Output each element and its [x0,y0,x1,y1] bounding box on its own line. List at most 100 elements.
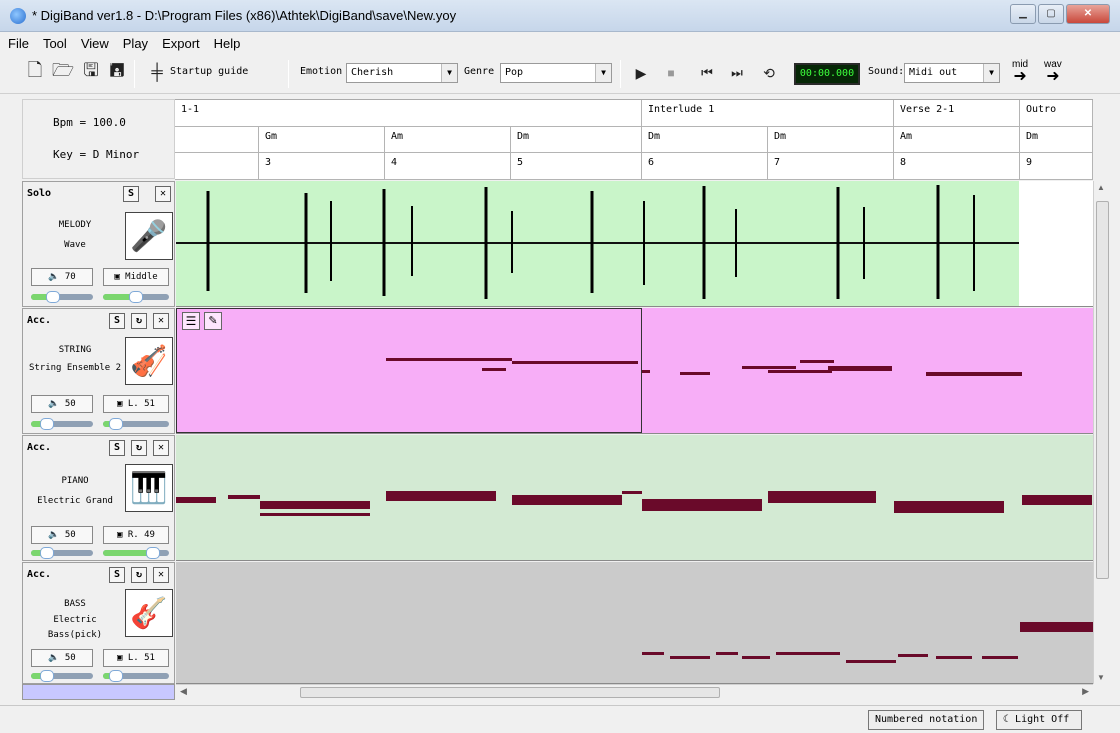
solo-button[interactable]: S [109,440,125,456]
note-bar[interactable] [386,358,512,361]
electric-bass-icon[interactable]: 🎸 [125,589,173,637]
volume-control[interactable]: 🔈 50 [31,395,93,413]
delete-track-button[interactable]: ✕ [153,567,169,583]
horizontal-scrollbar[interactable]: ◀ ▶ [176,684,1093,700]
pan-slider-knob[interactable] [109,418,124,430]
skip-forward-icon[interactable]: ⏭ [731,65,743,80]
light-toggle-button[interactable]: ☾ Light Off [996,710,1082,730]
minimize-button[interactable]: ▁ [1010,4,1036,24]
play-icon[interactable]: ▶ [635,64,647,81]
note-bar[interactable] [828,366,892,371]
note-bar[interactable] [670,656,710,659]
regenerate-icon[interactable]: ↻ [131,567,147,583]
section-cell[interactable]: 1-1 [175,100,642,127]
note-bar[interactable] [742,366,796,369]
export-wav-button[interactable]: wav ➜ [1044,60,1062,85]
next-track-header-partial[interactable] [22,684,175,700]
volume-control[interactable]: 🔈 50 [31,649,93,667]
note-bar[interactable] [894,501,1004,513]
microphone-singer-icon[interactable]: 🎤 [125,212,173,260]
menu-file[interactable]: File [8,35,29,51]
numbered-notation-button[interactable]: Numbered notation [868,710,985,730]
list-icon[interactable]: ☰ [182,312,200,330]
open-folder-icon[interactable]: 🗁 [51,60,75,80]
volume-control[interactable]: 🔈 50 [31,526,93,544]
note-bar[interactable] [776,652,840,655]
volume-slider-knob[interactable] [45,291,60,303]
note-bar[interactable] [1022,495,1092,505]
vertical-scroll-thumb[interactable] [1096,201,1109,579]
vertical-scrollbar[interactable]: ▲ ▼ [1093,181,1111,684]
piano-lane[interactable] [176,435,1093,561]
pan-slider-knob[interactable] [109,670,124,682]
bpm-value[interactable]: Bpm = 100.0 [53,116,126,129]
solo-button[interactable]: S [109,313,125,329]
volume-slider[interactable] [31,670,93,682]
note-bar[interactable] [260,513,370,516]
track-header-string[interactable]: Acc. S ↻ ✕ STRING String Ensemble 2 🎻 🔈 … [22,308,175,434]
note-bar[interactable] [926,372,1022,376]
chord-cell[interactable]: Dm [511,127,642,153]
save-icon[interactable]: 🖫 [83,60,99,80]
note-bar[interactable] [642,370,650,373]
menu-play[interactable]: Play [122,35,149,51]
pan-control[interactable]: ▣ L. 51 [103,395,169,413]
section-cell[interactable]: Interlude 1 [642,100,894,127]
melody-lane[interactable] [176,181,1093,307]
save-as-icon[interactable]: 🖪 [109,60,125,80]
section-cell[interactable]: Verse 2-1 [894,100,1020,127]
chevron-down-icon[interactable]: ▼ [595,64,611,82]
pan-control[interactable]: ▣ R. 49 [103,526,169,544]
menu-tool[interactable]: Tool [42,35,67,51]
chord-cell[interactable]: Dm [768,127,894,153]
solo-button[interactable]: S [109,567,125,583]
violin-icon[interactable]: 🎻 [125,337,173,385]
note-bar[interactable] [716,652,738,655]
note-bar[interactable] [1020,622,1093,632]
maximize-button[interactable]: ▢ [1038,4,1064,24]
scroll-right-icon[interactable]: ▶ [1082,686,1089,696]
new-file-icon[interactable]: 🗋 [27,60,43,80]
note-bar[interactable] [846,660,896,663]
emotion-select[interactable]: Cherish ▼ [346,63,458,83]
sound-select[interactable]: Midi out ▼ [904,63,1000,83]
key-value[interactable]: Key = D Minor [53,148,140,161]
note-bar[interactable] [982,656,1018,659]
horizontal-scroll-thumb[interactable] [300,687,720,698]
pan-slider-knob[interactable] [129,291,143,303]
track-header-piano[interactable]: Acc. S ↻ ✕ PIANO Electric Grand 🎹 🔈 50 ▣… [22,435,175,561]
pan-slider[interactable] [103,670,169,682]
bass-lane[interactable] [176,562,1093,684]
scroll-left-icon[interactable]: ◀ [180,686,187,696]
note-bar[interactable] [228,495,260,499]
track-header-bass[interactable]: Acc. S ↻ ✕ BASS Electric Bass(pick) 🎸 🔈 … [22,562,175,684]
grand-piano-icon[interactable]: 🎹 [125,464,173,512]
chord-cell[interactable]: Am [894,127,1020,153]
chord-cell[interactable]: Dm [1020,127,1093,153]
export-mid-button[interactable]: mid ➜ [1012,60,1028,85]
delete-track-button[interactable]: ✕ [153,313,169,329]
note-bar[interactable] [642,652,664,655]
pencil-icon[interactable]: ✎ [204,312,222,330]
note-bar[interactable] [642,499,762,511]
menu-help[interactable]: Help [213,35,241,51]
song-info-panel[interactable]: Bpm = 100.0 Key = D Minor [22,99,175,179]
note-bar[interactable] [512,361,638,364]
regenerate-icon[interactable]: ↻ [131,313,147,329]
volume-slider-knob[interactable] [39,418,54,430]
chevron-down-icon[interactable]: ▼ [441,64,457,82]
track-header-melody[interactable]: Solo S ✕ MELODY Wave 🎤 🔈 70 ▣ Middle [22,181,175,307]
chord-cell[interactable]: Gm [259,127,385,153]
volume-control[interactable]: 🔈 70 [31,268,93,286]
note-bar[interactable] [386,491,496,501]
close-button[interactable]: ✕ [1066,4,1110,24]
chevron-down-icon[interactable]: ▼ [983,64,999,82]
pan-control[interactable]: ▣ Middle [103,268,169,286]
pan-slider-knob[interactable] [145,547,160,559]
volume-slider-knob[interactable] [39,547,54,559]
chord-cell[interactable] [175,127,259,153]
note-bar[interactable] [680,372,710,375]
delete-track-button[interactable]: ✕ [155,186,171,202]
string-selected-region[interactable] [176,308,642,433]
scroll-down-icon[interactable]: ▼ [1097,673,1105,682]
